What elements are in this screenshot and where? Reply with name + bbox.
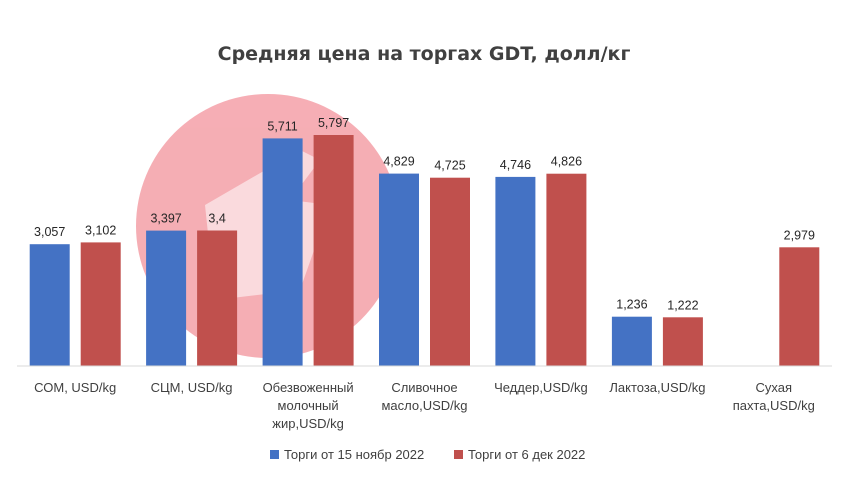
bar-s2-c5	[546, 173, 587, 366]
data-label-s2-c4: 4,725	[434, 159, 465, 173]
data-label-s1-c5: 4,746	[500, 158, 531, 172]
category-label-7: Сухая пахта,USD/kg	[733, 380, 815, 413]
bar-s2-c3	[313, 135, 354, 366]
bar-s1-c3	[262, 138, 303, 366]
bar-s1-c2	[146, 230, 187, 366]
category-labels-group: СОМ, USD/kg СЦМ, USD/kg Обезвоженный молочн…	[34, 380, 815, 431]
data-label-s1-c2: 3,397	[150, 212, 181, 226]
legend-label-series-2: Торги от 6 дек 2022	[468, 447, 585, 462]
data-label-s1-c1: 3,057	[34, 225, 65, 239]
data-label-s1-c4: 4,829	[383, 155, 414, 169]
category-label-6: Лактоза,USD/kg	[609, 380, 705, 395]
bar-s1-c6	[611, 316, 652, 366]
data-label-s2-c1: 3,102	[85, 223, 116, 237]
category-label-5: Чеддер,USD/kg	[494, 380, 588, 395]
data-labels-group: 3,057 3,102 3,397 3,4 5,711 5,797 4,829 4,725 4,…	[34, 116, 815, 312]
bar-s2-c1	[80, 242, 121, 366]
bar-s1-c1	[29, 244, 70, 366]
data-label-s2-c3: 5,797	[318, 116, 349, 130]
bar-s2-c2	[197, 230, 238, 366]
data-label-s2-c2: 3,4	[208, 212, 225, 226]
category-label-3: Обезвоженный молочный жир,USD/kg	[263, 380, 354, 431]
category-label-4: Сливочное масло,USD/kg	[381, 380, 467, 413]
bars-group	[29, 135, 820, 366]
bar-s1-c4	[379, 173, 419, 366]
data-label-s2-c7: 2,979	[784, 228, 815, 242]
data-label-s2-c5: 4,826	[551, 155, 582, 169]
data-label-s1-c6: 1,236	[616, 298, 647, 312]
legend-label-series-1: Торги от 15 ноябр 2022	[284, 447, 424, 462]
data-label-s2-c6: 1,222	[667, 298, 698, 312]
category-label-2: СЦМ, USD/kg	[151, 380, 233, 395]
bar-s2-c7	[779, 247, 820, 366]
bar-s2-c6	[662, 317, 703, 366]
chart-title: Средняя цена на торгах GDT, долл/кг	[218, 43, 631, 65]
data-label-s1-c3: 5,711	[267, 119, 297, 133]
legend: Торги от 15 ноябр 2022 Торги от 6 дек 20…	[270, 447, 585, 462]
legend-swatch-series-1	[270, 450, 279, 459]
bar-s2-c4	[430, 177, 470, 366]
legend-swatch-series-2	[454, 450, 463, 459]
category-label-1: СОМ, USD/kg	[34, 380, 116, 395]
bar-s1-c5	[495, 176, 536, 366]
